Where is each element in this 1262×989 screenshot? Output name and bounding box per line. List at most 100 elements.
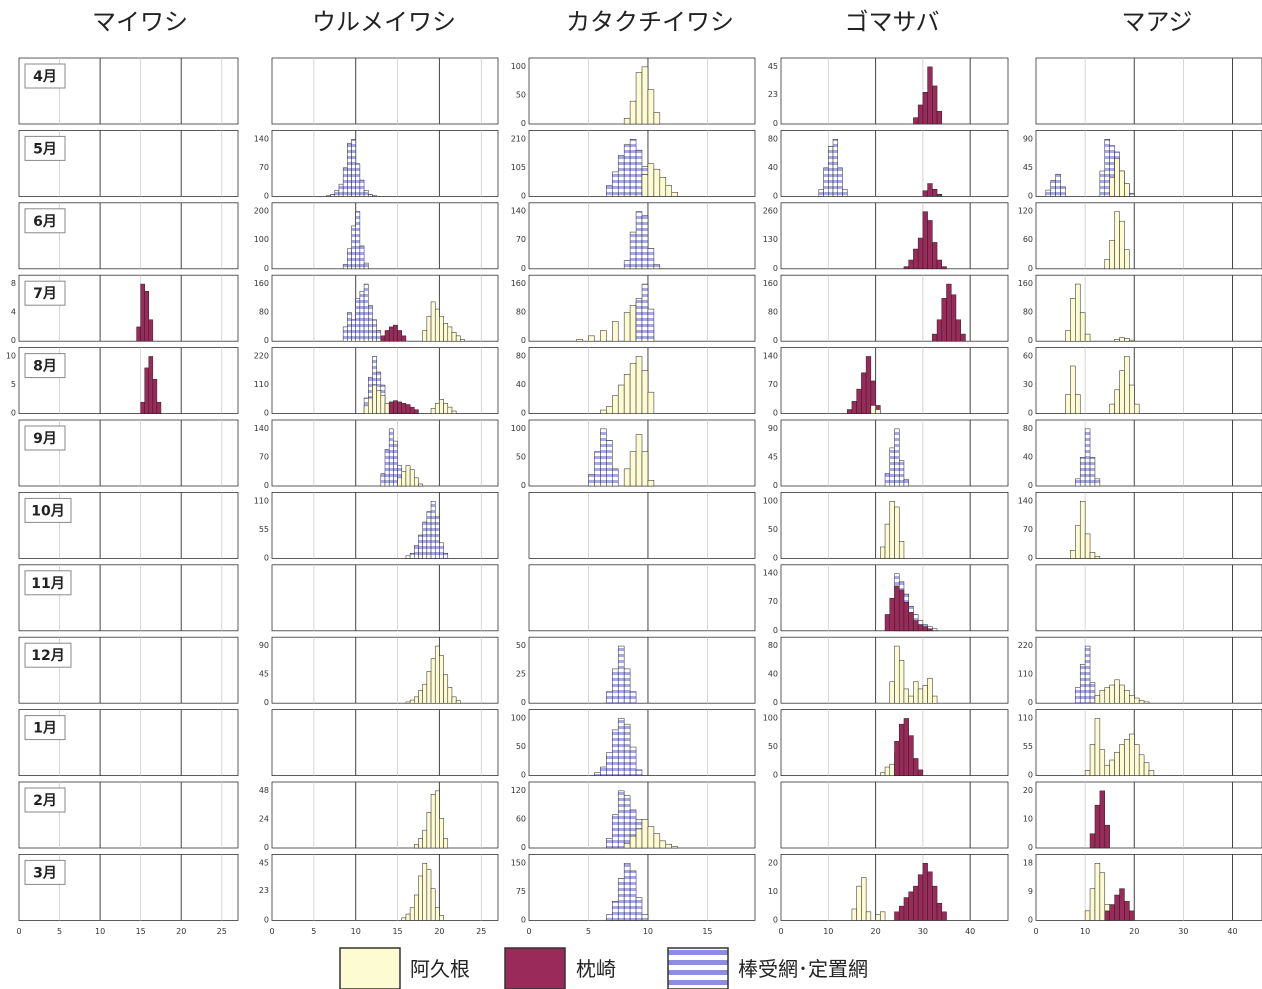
bar-setnet (372, 195, 377, 197)
bar-makurazaki (917, 104, 924, 125)
y-tick-label: 20 (768, 858, 778, 867)
bar-setnet (376, 330, 382, 342)
y-tick-label: 4 (11, 308, 16, 317)
x-tick-label: 15 (392, 927, 402, 936)
panel-1-11: 0 23 45 (259, 854, 499, 924)
panel-3-5: 0 45 90 (768, 419, 1009, 490)
panel-1-1: 0 70 140 (254, 129, 499, 200)
bar-setnet (641, 914, 649, 921)
y-tick-label: 50 (516, 452, 526, 461)
bar-akune (418, 690, 423, 704)
legend-label-akune: 阿久根 (410, 957, 470, 981)
panel-frame (780, 274, 1009, 342)
legend-swatch-makurazaki (504, 947, 566, 989)
bar-setnet (884, 473, 891, 487)
bar-makurazaki (156, 401, 162, 414)
bar-akune (647, 480, 655, 487)
bar-makurazaki (922, 190, 928, 197)
bar-akune (363, 405, 369, 414)
bar-akune (1109, 239, 1115, 270)
y-tick-label: 0 (11, 336, 16, 345)
bar-akune (455, 335, 461, 342)
bar-akune (1104, 259, 1110, 270)
y-tick-label: 0 (264, 409, 269, 418)
bar-akune (576, 339, 583, 342)
bar-akune (1124, 738, 1130, 776)
month-label-8: 12月 (31, 648, 64, 664)
y-tick-label: 70 (516, 235, 526, 244)
y-tick-label: 70 (768, 380, 778, 389)
bar-makurazaki (903, 718, 909, 776)
bar-akune (1075, 394, 1081, 414)
species-title-katakuchiiwashi: カタクチイワシ (566, 8, 734, 36)
panel-2-1: 0 105 210 (511, 129, 756, 200)
month-label-box (24, 208, 66, 234)
bar-makurazaki (851, 401, 857, 414)
panel-0-1 (18, 129, 239, 197)
bar-makurazaki (917, 237, 924, 270)
bar-akune (917, 688, 924, 704)
panel-frame (780, 854, 1009, 921)
bar-akune (447, 326, 453, 342)
bar-akune (1148, 770, 1155, 776)
bar-akune (623, 374, 631, 414)
y-tick-label: 8 (11, 279, 16, 288)
y-tick-label: 45 (768, 452, 778, 461)
panel-1-3: 0 80 160 (254, 274, 499, 345)
x-tick-label: 0 (16, 927, 21, 936)
bar-makurazaki (397, 330, 402, 342)
y-tick-label: 5 (11, 380, 16, 389)
y-tick-label: 210 (511, 134, 526, 143)
month-label-box (24, 859, 66, 885)
bar-akune (884, 766, 891, 776)
bar-setnet (363, 262, 369, 270)
bar-setnet (606, 838, 613, 849)
species-title-maaji: マアジ (1121, 8, 1192, 36)
y-tick-label: 100 (511, 62, 526, 71)
bar-setnet (359, 290, 365, 342)
month-label-6: 10月 (31, 503, 64, 519)
bar-akune (1109, 759, 1115, 776)
bar-akune (447, 687, 453, 704)
bar-makurazaki (152, 379, 158, 414)
bar-makurazaki (922, 92, 928, 125)
bar-akune (641, 819, 649, 849)
species-title-urumeiwashi: ウルメイワシ (312, 8, 456, 36)
bar-akune (451, 410, 457, 414)
bar-akune (856, 885, 862, 921)
y-tick-label: 50 (768, 525, 778, 534)
bar-makurazaki (1129, 910, 1135, 921)
bar-akune (430, 794, 436, 849)
y-tick-label: 110 (1018, 670, 1033, 679)
bar-makurazaki (894, 741, 900, 776)
bar-makurazaki (846, 409, 853, 414)
bar-setnet (384, 449, 390, 487)
bar-makurazaki (927, 871, 933, 921)
bar-setnet (629, 139, 637, 197)
y-tick-label: 80 (1023, 308, 1033, 317)
panel-3-2: 0 130 260 (763, 202, 1009, 273)
bar-akune (870, 405, 876, 414)
y-tick-label: 50 (516, 641, 526, 650)
bar-akune (1099, 689, 1106, 704)
panel-3-0: 0 23 45 (768, 57, 1009, 128)
month-label-10: 2月 (33, 793, 57, 809)
bar-setnet (629, 746, 637, 776)
panel-frame (271, 202, 499, 270)
bar-akune (1079, 312, 1086, 342)
y-tick-label: 45 (259, 670, 269, 679)
bar-setnet (629, 231, 637, 270)
month-label-3: 7月 (33, 286, 57, 302)
bar-setnet (1050, 180, 1056, 197)
y-tick-label: 110 (1018, 713, 1033, 722)
bar-makurazaki (936, 194, 943, 197)
bar-akune (376, 389, 382, 414)
y-tick-label: 10 (6, 351, 16, 360)
bar-akune (653, 833, 661, 849)
bar-akune (1070, 365, 1076, 414)
y-tick-label: 23 (259, 886, 269, 895)
bar-akune (932, 695, 938, 704)
bar-setnet (439, 542, 444, 559)
bar-akune (1089, 552, 1096, 559)
panel-frame (271, 564, 499, 632)
